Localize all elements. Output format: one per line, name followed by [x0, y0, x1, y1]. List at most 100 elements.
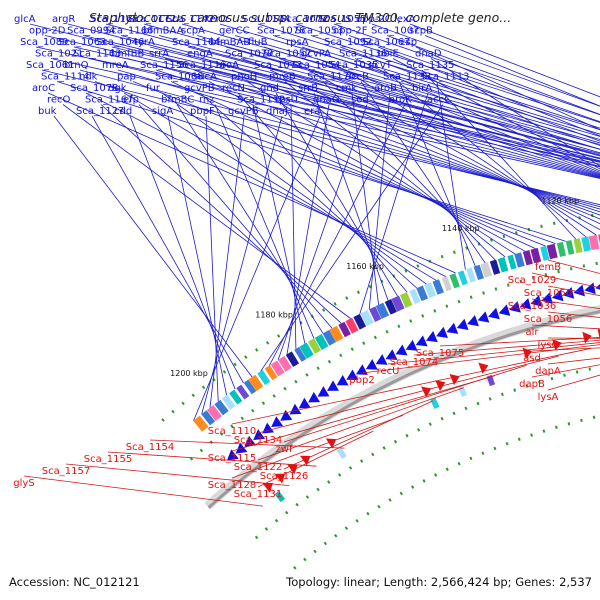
reverse-gene-label: Sca_1157	[42, 466, 90, 477]
forward-gene-label: Sca_0994	[67, 26, 115, 37]
cog-band-segment	[588, 234, 600, 251]
gene-labels-layer: 1000 kbp1020 kbp1040 kbp1060 kbp1080 kbp…	[13, 14, 579, 500]
reverse-leader-line	[257, 387, 464, 461]
forward-gene-label: sigA	[152, 106, 173, 117]
forward-leader-line	[398, 81, 476, 267]
cog-band-segment	[489, 259, 501, 275]
forward-gene-label: accC	[427, 95, 451, 106]
forward-leader-line	[269, 69, 600, 225]
forward-gene-label: aroK	[389, 95, 412, 106]
reverse-gene-label: asd	[523, 353, 541, 364]
forward-gene-label: dgk	[108, 83, 127, 94]
forward-leader-line	[126, 58, 600, 178]
forward-gene-arrow	[317, 386, 330, 397]
cog-band-segment	[345, 317, 359, 334]
forward-leader-line	[359, 92, 429, 315]
forward-leader-line	[85, 92, 446, 277]
forward-gene-label: aroB	[374, 83, 397, 94]
reverse-leader-line	[531, 324, 600, 330]
cog-band-segment	[409, 288, 421, 304]
forward-gene-label: Sca_1165	[90, 14, 138, 25]
forward-leader-line	[371, 23, 600, 107]
forward-gene-label: phoH	[231, 72, 257, 83]
kbp-tick-label: 1140 kbp	[442, 224, 480, 233]
forward-gene-label: dnaJ	[266, 106, 288, 117]
forward-leader-line	[269, 104, 406, 366]
backbone-arc	[207, 310, 600, 509]
forward-leader-line	[164, 58, 600, 177]
reverse-leader-line	[231, 375, 495, 452]
cog-band-segment	[473, 264, 485, 281]
forward-gene-arrow	[456, 318, 469, 331]
forward-gene-label: sucA	[193, 72, 217, 83]
cog-band-segment	[201, 410, 216, 426]
forward-gene-label: recO	[47, 95, 71, 106]
cog-band-segment	[391, 295, 405, 312]
reverse-gene-label: Sca_1155	[84, 454, 132, 465]
forward-gene-label: Sca_1072	[280, 14, 328, 25]
forward-gene-label: fur	[146, 83, 161, 94]
forward-gene-label: Sca_1092	[324, 37, 372, 48]
cog-band-segment	[556, 241, 566, 257]
forward-gene-arrow	[584, 282, 596, 295]
reverse-cog-block	[430, 397, 440, 409]
forward-gene-label: Sca_1142	[166, 14, 214, 25]
reverse-leader-line	[361, 344, 600, 374]
forward-gene-arrow	[346, 369, 359, 381]
kbp-tick-label: 1120 kbp	[541, 197, 579, 206]
forward-gene-arrow	[551, 289, 564, 302]
cog-band-segment	[497, 257, 509, 273]
reverse-gene-label: Sca_1056	[524, 314, 572, 325]
forward-leader-line	[354, 58, 600, 172]
cog-band-segment	[322, 329, 336, 346]
cog-band-segment	[285, 351, 300, 367]
forward-leader-line	[424, 35, 600, 107]
forward-leader-line	[123, 92, 437, 281]
forward-gene-arrow	[415, 335, 428, 347]
label-lines-layer	[23, 23, 600, 507]
forward-gene-label: mreB	[269, 72, 296, 83]
forward-gene-label: ubiE	[377, 49, 399, 60]
reverse-leader-line	[531, 364, 600, 378]
cog-band-segment	[540, 245, 550, 261]
cog-band-segment	[573, 238, 583, 254]
forward-leader-line	[44, 35, 600, 163]
forward-gene-arrow	[271, 416, 284, 428]
reverse-gene-label: Sca_1115	[208, 453, 256, 464]
forward-leader-line	[225, 46, 600, 154]
forward-gene-arrow	[595, 284, 600, 290]
forward-leader-line	[94, 81, 556, 244]
reverse-leader-line	[439, 337, 600, 347]
forward-gene-label: opp-2C	[356, 14, 392, 25]
forward-leader-line	[246, 81, 516, 255]
cog-band-segment	[369, 306, 382, 322]
cog-band-segment	[193, 415, 209, 432]
forward-leader-line	[252, 104, 306, 344]
reverse-gene-label: Sca_1128	[208, 480, 256, 491]
forward-leader-line	[313, 92, 389, 301]
forward-gene-arrow	[425, 331, 438, 343]
forward-leader-line	[360, 81, 486, 264]
forward-gene-label: Sca_1046	[96, 37, 144, 48]
reverse-gene-label: Sca_1075	[416, 348, 464, 359]
cog-band-segment	[416, 285, 429, 302]
forward-gene-arrow	[280, 409, 293, 421]
reverse-gene-label: recU	[377, 366, 400, 377]
reverse-gene-label: femB	[535, 262, 561, 273]
cog-band-segment	[277, 355, 292, 372]
reverse-leader-line	[547, 285, 600, 297]
forward-gene-label: Sca_1113	[421, 72, 469, 83]
reverse-gene-label: Sca_1134	[234, 435, 282, 446]
cog-band-segment	[264, 365, 278, 381]
forward-gene-label: Sca_1164	[172, 37, 220, 48]
forward-leader-line	[430, 58, 600, 167]
cog-band-segment	[221, 394, 236, 410]
forward-gene-label: gnd	[260, 83, 279, 94]
reverse-gene-arrow	[274, 473, 286, 484]
cog-band-segment	[257, 369, 271, 386]
kbp-tick-label: 1160 kbp	[346, 262, 384, 271]
forward-leader-line	[105, 23, 600, 156]
forward-gene-label: Sca_1172	[128, 14, 176, 25]
forward-leader-line	[345, 69, 597, 236]
reverse-leader-line	[149, 439, 345, 449]
